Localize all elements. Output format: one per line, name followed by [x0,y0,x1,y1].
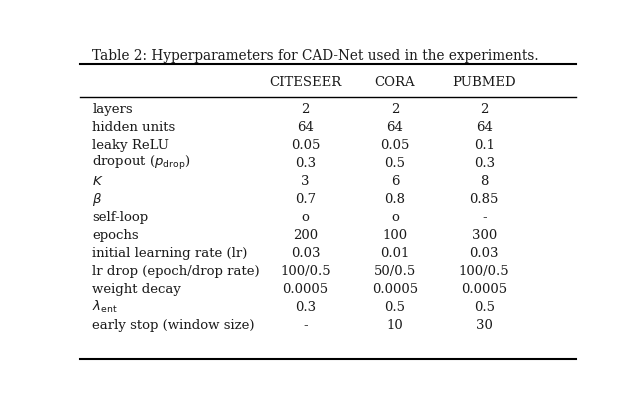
Text: initial learning rate (lr): initial learning rate (lr) [92,247,248,260]
Text: 3: 3 [301,175,310,188]
Text: $\lambda_{\rm ent}$: $\lambda_{\rm ent}$ [92,299,118,315]
Text: 10: 10 [387,319,403,332]
Text: PUBMED: PUBMED [452,76,516,89]
Text: 50/0.5: 50/0.5 [374,265,416,278]
Text: $K$: $K$ [92,175,104,188]
Text: 100/0.5: 100/0.5 [459,265,509,278]
Text: 0.5: 0.5 [385,157,406,170]
Text: 0.05: 0.05 [291,138,321,151]
Text: o: o [391,211,399,223]
Text: 0.03: 0.03 [291,247,321,260]
Text: o: o [301,211,310,223]
Text: 100/0.5: 100/0.5 [280,265,331,278]
Text: dropout ($p_{\rm drop}$): dropout ($p_{\rm drop}$) [92,154,191,172]
Text: 100: 100 [382,229,408,242]
Text: 6: 6 [390,175,399,188]
Text: 0.8: 0.8 [385,193,406,206]
Text: 64: 64 [476,120,493,133]
Text: layers: layers [92,103,133,116]
Text: 200: 200 [293,229,318,242]
Text: 0.0005: 0.0005 [283,283,329,296]
Text: 2: 2 [391,103,399,116]
Text: Table 2: Hyperparameters for CAD-Net used in the experiments.: Table 2: Hyperparameters for CAD-Net use… [92,49,539,63]
Text: $\beta$: $\beta$ [92,190,102,208]
Text: epochs: epochs [92,229,139,242]
Text: 30: 30 [476,319,493,332]
Text: 64: 64 [387,120,403,133]
Text: 2: 2 [480,103,488,116]
Text: 0.85: 0.85 [470,193,499,206]
Text: 0.1: 0.1 [474,138,495,151]
Text: 0.05: 0.05 [380,138,410,151]
Text: 0.3: 0.3 [474,157,495,170]
Text: weight decay: weight decay [92,283,181,296]
Text: 0.7: 0.7 [295,193,316,206]
Text: 0.0005: 0.0005 [372,283,418,296]
Text: -: - [303,319,308,332]
Text: 0.0005: 0.0005 [461,283,508,296]
Text: 0.01: 0.01 [380,247,410,260]
Text: hidden units: hidden units [92,120,175,133]
Text: CORA: CORA [374,76,415,89]
Text: early stop (window size): early stop (window size) [92,319,255,332]
Text: leaky ReLU: leaky ReLU [92,138,170,151]
Text: -: - [482,211,486,223]
Text: 0.5: 0.5 [474,301,495,314]
Text: 0.3: 0.3 [295,157,316,170]
Text: CITESEER: CITESEER [269,76,342,89]
Text: 8: 8 [480,175,488,188]
Text: 0.03: 0.03 [470,247,499,260]
Text: lr drop (epoch/drop rate): lr drop (epoch/drop rate) [92,265,260,278]
Text: 300: 300 [472,229,497,242]
Text: 0.3: 0.3 [295,301,316,314]
Text: 2: 2 [301,103,310,116]
Text: 0.5: 0.5 [385,301,406,314]
Text: self-loop: self-loop [92,211,148,223]
Text: 64: 64 [297,120,314,133]
